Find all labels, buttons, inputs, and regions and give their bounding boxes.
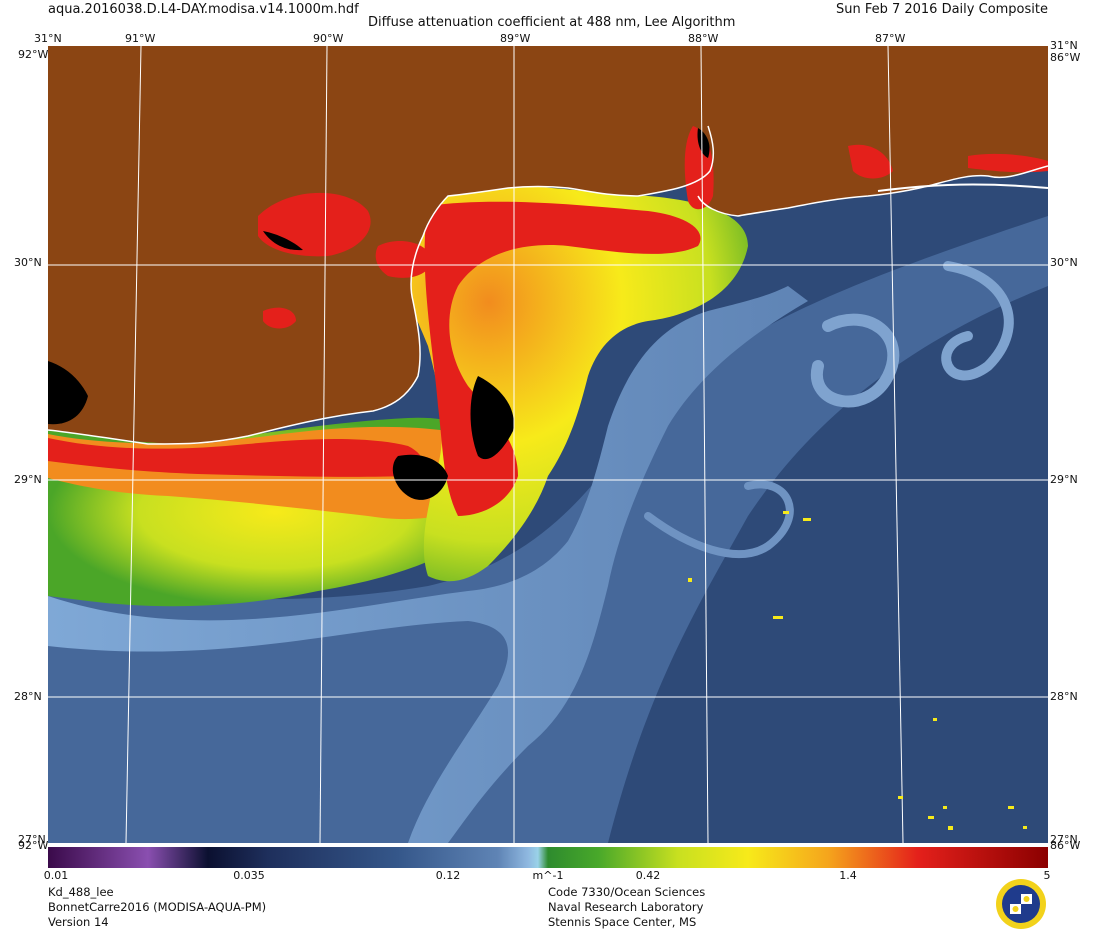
satellite-map[interactable]	[48, 46, 1048, 843]
colorbar	[48, 847, 1048, 868]
corner-lat-bottom-left: 27°N	[18, 833, 46, 846]
lon-label-top-90: 90°W	[313, 32, 344, 45]
inland-lake	[263, 307, 296, 329]
lat-label-left-29: 29°N	[14, 473, 42, 486]
lake-borgne	[375, 241, 433, 278]
graticule	[48, 46, 1048, 843]
colorbar-tick-max: 5	[1043, 869, 1051, 882]
footer-left: Kd_488_lee BonnetCarre2016 (MODISA-AQUA-…	[48, 885, 266, 930]
corner-lat-top-right: 31°N	[1050, 39, 1078, 52]
cloud-speckles	[688, 511, 1027, 830]
lat-label-right-28: 28°N	[1050, 690, 1078, 703]
barrier-island	[877, 183, 1048, 192]
pensacola-bay	[848, 144, 893, 179]
corner-lon-bottom-left: 92°W	[18, 839, 49, 852]
colorbar-tick-min: 0.01	[43, 869, 69, 882]
colorbar-tick: 0.12	[435, 869, 461, 882]
colorbar-tick: 0.42	[635, 869, 661, 882]
corner-lat-bottom-right: 27°N	[1050, 833, 1078, 846]
dataset-name: BonnetCarre2016 (MODISA-AQUA-PM)	[48, 900, 267, 914]
grid-line	[700, 46, 709, 843]
filename-label: aqua.2016038.D.L4-DAY.modisa.v14.1000m.h…	[48, 2, 359, 17]
lat-label-left-28: 28°N	[14, 690, 42, 703]
product-name: Kd_488_lee	[48, 885, 114, 899]
plume-west-red	[48, 438, 423, 477]
version-label: Version 14	[48, 915, 109, 929]
grid-line	[887, 46, 904, 843]
lat-label-right-30: 30°N	[1050, 256, 1078, 269]
colorbar-tick: 1.4	[839, 869, 857, 882]
corner-lon-top-right: 86°W	[1050, 51, 1081, 64]
date-label: Sun Feb 7 2016 Daily Composite	[835, 2, 1048, 17]
light-shelf-water	[48, 286, 808, 843]
choctawhatchee-bay	[968, 153, 1048, 173]
corner-lat-top-left: 31°N	[34, 32, 62, 45]
org-name: Naval Research Laboratory	[548, 900, 704, 914]
mid-water	[48, 216, 1048, 843]
colorbar-unit: m^-1	[532, 869, 564, 882]
org-location: Stennis Space Center, MS	[548, 915, 697, 929]
land-mass	[48, 46, 1048, 444]
lon-label-top-87: 87°W	[875, 32, 906, 45]
lat-label-left-30: 30°N	[14, 256, 42, 269]
colorbar-gradient	[48, 847, 1048, 868]
eddy-swirl-2	[941, 261, 1014, 381]
lon-label-top-88: 88°W	[688, 32, 719, 45]
map-title: Diffuse attenuation coefficient at 488 n…	[368, 15, 736, 30]
corner-lon-bottom-right: 86°W	[1050, 839, 1081, 852]
eddy-swirl-3	[644, 480, 794, 558]
grid-line	[319, 46, 328, 843]
barataria-dark	[48, 361, 88, 425]
footer-center: Code 7330/Ocean Sciences Naval Research …	[548, 885, 705, 930]
eddy-swirl-1	[810, 313, 900, 408]
colorbar-tick: 0.035	[233, 869, 265, 882]
plume-east-dark-2	[392, 454, 448, 500]
mobile-bay-dark	[697, 128, 710, 158]
lon-label-top-91: 91°W	[125, 32, 156, 45]
plume-east-dark	[470, 376, 514, 460]
lake-pontchartrain-dark	[263, 231, 303, 251]
lon-label-top-89: 89°W	[500, 32, 531, 45]
nrl-logo-icon	[996, 879, 1046, 929]
org-code: Code 7330/Ocean Sciences	[548, 885, 706, 899]
grid-line	[125, 46, 142, 843]
lat-label-right-29: 29°N	[1050, 473, 1078, 486]
corner-lon-top-left: 92°W	[18, 48, 49, 61]
